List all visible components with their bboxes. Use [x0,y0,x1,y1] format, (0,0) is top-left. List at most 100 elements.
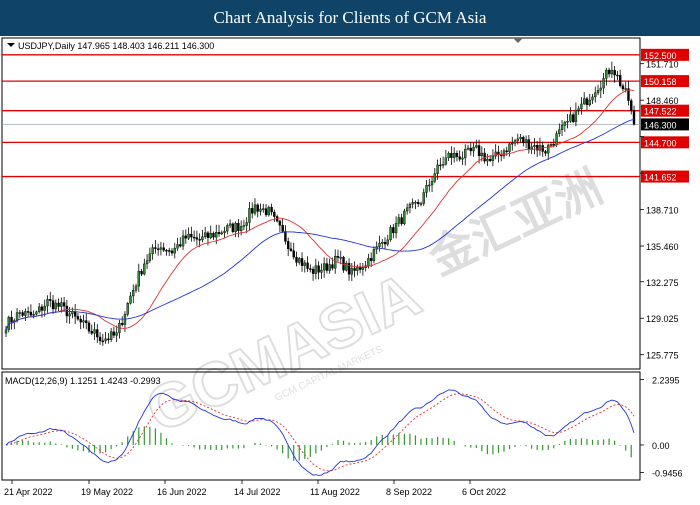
candle-body [560,125,564,130]
candle-body [472,146,475,152]
candle-body [18,312,22,314]
candle-body [73,311,77,317]
candle-body [286,241,290,250]
candle-body [511,143,514,145]
candle-body [15,312,19,321]
dropdown-arrow-icon[interactable] [7,43,15,47]
candle-body [527,139,531,149]
x-tick-label: 19 May 2022 [81,487,133,497]
candle-body [394,223,398,234]
level-label-box [641,104,689,117]
candle-body [217,232,221,234]
x-tick-label: 14 Jul 2022 [234,487,281,497]
candle-body [54,302,57,310]
candle-body [76,316,80,320]
candle-body [49,299,52,301]
candle-body [281,225,284,232]
candle-body [519,137,522,140]
x-tick-label: 6 Oct 2022 [462,487,506,497]
candle-body [428,184,431,187]
candle-body [505,150,508,153]
candle-body [259,208,262,212]
candle-body [624,88,627,90]
candle-body [62,302,66,307]
candle-body [322,263,326,271]
candle-body [226,225,229,232]
candle-body [151,247,154,255]
candle-body [309,268,312,270]
candle-body [356,266,359,271]
candle-body [134,285,138,291]
candle-body [383,242,387,245]
candle-body [508,143,511,152]
candle-body [455,153,459,157]
candle-body [234,222,237,232]
candle-body [87,322,91,332]
candle-body [143,263,146,275]
candle-body [203,232,207,237]
y-tick-label: 125.775 [646,351,679,361]
candle-body [212,232,215,238]
candle-body [195,237,199,240]
candle-body [422,192,425,204]
candle-body [381,242,384,244]
candle-body [605,69,608,79]
current-price-box [641,118,689,131]
candle-body [292,250,295,258]
candle-body [632,109,636,125]
symbol-info: USDJPY,Daily 147.965 148.403 146.211 146… [18,41,214,51]
candle-body [541,145,544,152]
macd-y-tick-label: 2.2395 [652,376,680,386]
candle-body [173,247,176,254]
candle-body [549,144,553,146]
candle-body [372,249,376,261]
candle-body [491,155,495,161]
candle-body [419,203,423,205]
candle-body [4,329,8,334]
candle-body [369,258,373,261]
candle-body [101,340,105,343]
level-label-box [641,136,689,149]
level-label: 144.700 [644,138,677,148]
candle-body [580,103,583,109]
candle-body [566,121,569,123]
candle-body [621,85,625,90]
candle-body [494,151,497,157]
candle-body [405,207,409,212]
candle-body [574,110,578,123]
candle-body [588,99,591,106]
candle-body [51,300,55,310]
candle-body [339,257,342,259]
candle-body [358,266,362,270]
candle-body [408,203,412,209]
candle-body [126,303,129,315]
macd-signal-line [5,393,635,472]
candle-body [192,236,196,239]
candle-body [361,267,365,270]
macd-panel-border [1,371,641,481]
candle-body [68,313,71,317]
candle-body [264,208,268,216]
candle-body [618,75,622,86]
chart-canvas[interactable]: GCMASIA 金汇亚洲 GCM CAPITAL MARKETS 152.500… [0,36,700,500]
x-tick-label: 16 Jun 2022 [157,487,207,497]
candle-body [544,151,547,154]
candle-body [245,222,248,226]
chart-shift-marker-icon[interactable] [513,38,523,43]
level-label-box [641,75,689,88]
candle-body [162,247,165,251]
candle-body [187,233,190,239]
candle-body [347,263,351,275]
candle-body [93,329,96,334]
candle-body [464,149,467,159]
candle-body [350,268,354,275]
candle-body [469,147,472,152]
candle-body [156,248,160,250]
candle-body [558,129,561,134]
candle-body [184,235,188,239]
moving-average-line [5,89,635,330]
candle-body [168,250,171,252]
candle-body [137,271,140,287]
macd-y-tick-label: 0.00 [652,441,670,451]
candle-body [112,331,116,336]
